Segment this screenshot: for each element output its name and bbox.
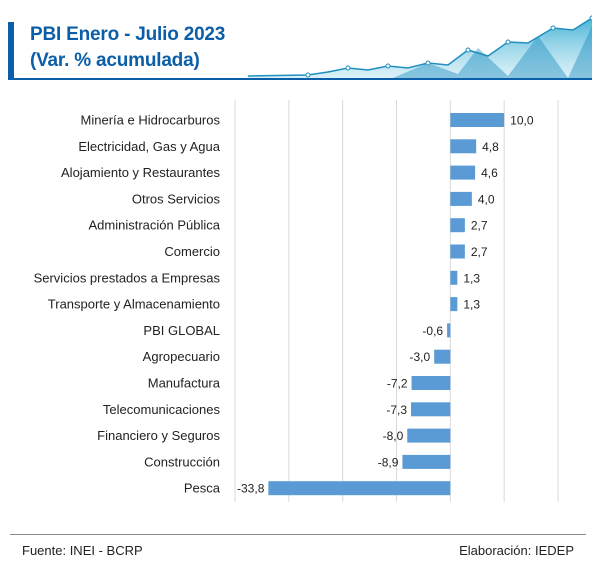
value-label: -7,2	[387, 377, 408, 391]
category-label: Comercio	[164, 244, 220, 259]
category-label: Agropecuario	[143, 349, 220, 364]
chart-subtitle: (Var. % acumulada)	[30, 50, 200, 71]
title-accent-bar	[8, 22, 14, 80]
category-label: Transporte y Almacenamiento	[48, 297, 220, 312]
chart-header: PBI Enero - Julio 2023 (Var. % acumulada…	[8, 8, 592, 80]
bar	[402, 454, 451, 469]
bar	[450, 113, 505, 127]
value-label: 4,0	[478, 192, 495, 206]
bar	[450, 139, 477, 154]
value-label: 10,0	[510, 114, 534, 128]
value-label: -8,0	[383, 429, 404, 443]
category-label: Financiero y Seguros	[97, 428, 220, 443]
category-label: Construcción	[144, 454, 220, 469]
category-label: Alojamiento y Restaurantes	[61, 165, 220, 180]
bar	[450, 218, 465, 233]
category-label: Servicios prestados a Empresas	[34, 270, 221, 285]
chart-title: PBI Enero - Julio 2023	[30, 24, 226, 45]
value-label: -3,0	[409, 350, 430, 364]
bar	[450, 297, 458, 312]
bar	[450, 270, 458, 285]
category-label: Telecomunicaciones	[103, 402, 221, 417]
value-label: 2,7	[471, 219, 488, 233]
category-label: Electricidad, Gas y Agua	[78, 139, 220, 154]
value-label: -7,3	[386, 403, 407, 417]
value-label: 4,8	[482, 140, 499, 154]
bar-chart: Minería e Hidrocarburos 10,0 Electricidad,…	[34, 100, 559, 502]
category-label: Administración Pública	[88, 218, 220, 233]
category-label: Minería e Hidrocarburos	[81, 113, 221, 128]
source-note: Fuente: INEI - BCRP	[22, 543, 143, 558]
bar	[450, 191, 472, 206]
bar	[411, 402, 451, 417]
value-label: 1,3	[463, 271, 480, 285]
decorative-trend-graphic	[8, 15, 592, 80]
value-label: -0,6	[422, 324, 443, 338]
value-label: -8,9	[378, 455, 399, 469]
bar	[407, 428, 451, 443]
bar	[411, 376, 451, 390]
bar	[447, 323, 451, 338]
category-label: PBI GLOBAL	[143, 323, 220, 338]
value-label: 4,6	[481, 166, 498, 180]
category-label: Manufactura	[148, 376, 221, 391]
bar	[450, 244, 465, 259]
value-label: 2,7	[471, 245, 488, 259]
credit-note: Elaboración: IEDEP	[459, 543, 574, 558]
bar	[268, 481, 451, 496]
value-label: 1,3	[463, 298, 480, 312]
bar	[434, 349, 451, 364]
category-label: Otros Servicios	[132, 191, 221, 206]
footer-divider	[10, 534, 586, 535]
bar	[450, 165, 476, 180]
category-label: Pesca	[184, 481, 221, 496]
value-label: -33,8	[237, 482, 265, 496]
